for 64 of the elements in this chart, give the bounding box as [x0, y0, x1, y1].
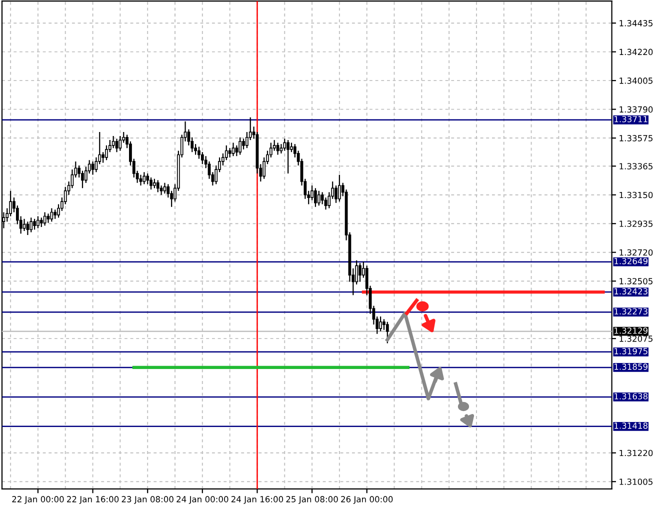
y-tick-label: 1.31005 — [620, 478, 652, 485]
y-tick-label: 1.31220 — [620, 450, 653, 456]
x-tick-label: 22 Jan 16:00 — [67, 496, 119, 504]
y-tick-label: 1.33575 — [620, 135, 652, 142]
x-tick-label: 25 Jan 08:00 — [286, 496, 338, 504]
x-tick-label: 24 Jan 16:00 — [231, 496, 284, 504]
candlestick — [317, 190, 320, 206]
ref-line-label: 1.32649 — [614, 258, 648, 264]
candlestick — [358, 262, 362, 282]
candlestick — [50, 208, 54, 222]
candlestick — [91, 160, 94, 176]
y-tick-label: 1.32935 — [620, 220, 652, 227]
candlestick — [232, 142, 235, 157]
y-tick-label: 1.34435 — [620, 20, 652, 26]
ref-line-label: 1.33711 — [614, 116, 648, 122]
candlestick — [112, 135, 115, 149]
candlestick — [310, 184, 314, 201]
candlestick — [54, 209, 57, 220]
candlestick — [235, 144, 238, 157]
ref-line-label: 1.31859 — [614, 364, 648, 370]
x-tick-label: 24 Jan 00:00 — [176, 496, 228, 504]
candlestick — [150, 176, 152, 190]
candlestick — [142, 172, 146, 185]
candlestick — [290, 142, 293, 153]
candlestick — [334, 184, 338, 204]
candlestick — [43, 212, 46, 226]
candlestick — [283, 138, 286, 152]
candlestick — [40, 217, 43, 228]
candlestick — [33, 218, 36, 230]
ref-line-label: 1.31638 — [614, 393, 648, 400]
candlestick — [386, 321, 389, 344]
candlestick — [36, 216, 40, 229]
ref-line-label: 1.31418 — [614, 422, 648, 429]
candlestick — [163, 182, 166, 194]
candlestick — [46, 213, 50, 224]
candlestick — [314, 188, 317, 208]
candlestick — [156, 180, 160, 193]
x-tick-label: 26 Jan 00:00 — [341, 496, 393, 504]
candlestick — [139, 174, 142, 186]
y-tick-label: 1.33790 — [620, 106, 653, 113]
candlestick — [30, 217, 33, 233]
y-tick-label: 1.34220 — [620, 48, 653, 56]
ref-line-label: 1.32129 — [614, 327, 648, 334]
candlestick — [26, 221, 30, 236]
candlestick — [102, 152, 105, 164]
y-tick-label: 1.33150 — [620, 192, 653, 198]
y-tick-label: 1.32720 — [620, 249, 653, 256]
x-tick-label: 23 Jan 08:00 — [122, 496, 174, 504]
ref-line-label: 1.32423 — [614, 288, 648, 294]
y-tick-label: 1.32505 — [620, 278, 652, 284]
ref-line-label: 1.31975 — [614, 348, 648, 354]
y-tick-label: 1.32075 — [620, 336, 652, 342]
candlestick — [242, 138, 245, 150]
candlestick — [238, 136, 242, 156]
candlestick — [153, 178, 156, 189]
ref-line-label: 1.32273 — [614, 308, 648, 315]
y-tick-label: 1.34005 — [620, 78, 652, 84]
candlestick — [228, 148, 232, 158]
y-tick-label: 1.33365 — [620, 163, 652, 170]
x-tick-label: 22 Jan 00:00 — [12, 496, 64, 504]
candlestick — [286, 139, 290, 174]
candlestick — [379, 316, 382, 332]
candlestick — [338, 174, 341, 202]
candlestick — [118, 135, 122, 152]
